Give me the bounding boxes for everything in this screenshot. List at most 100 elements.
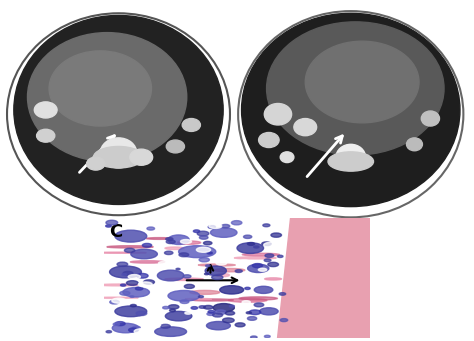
- Ellipse shape: [112, 323, 139, 333]
- Ellipse shape: [208, 225, 216, 228]
- Ellipse shape: [247, 264, 269, 272]
- Ellipse shape: [235, 270, 242, 272]
- Ellipse shape: [210, 228, 237, 237]
- Ellipse shape: [279, 293, 286, 295]
- Ellipse shape: [136, 311, 147, 315]
- Ellipse shape: [106, 225, 111, 227]
- Ellipse shape: [164, 251, 173, 255]
- Ellipse shape: [120, 284, 126, 286]
- Ellipse shape: [165, 247, 184, 250]
- Ellipse shape: [280, 318, 288, 322]
- Ellipse shape: [168, 291, 200, 301]
- Ellipse shape: [221, 224, 230, 228]
- Ellipse shape: [197, 231, 209, 236]
- Ellipse shape: [252, 264, 263, 268]
- Ellipse shape: [155, 327, 187, 336]
- Ellipse shape: [117, 262, 128, 266]
- Ellipse shape: [177, 241, 201, 244]
- Ellipse shape: [110, 300, 119, 304]
- Ellipse shape: [109, 266, 141, 278]
- Ellipse shape: [220, 286, 244, 294]
- Ellipse shape: [212, 313, 223, 317]
- Ellipse shape: [120, 291, 130, 295]
- Ellipse shape: [262, 242, 271, 246]
- Ellipse shape: [225, 311, 235, 315]
- Ellipse shape: [200, 236, 208, 239]
- Ellipse shape: [95, 252, 146, 253]
- Ellipse shape: [106, 220, 118, 225]
- Ellipse shape: [127, 281, 138, 285]
- Ellipse shape: [157, 270, 184, 281]
- Ellipse shape: [155, 324, 161, 326]
- Ellipse shape: [112, 298, 126, 303]
- Ellipse shape: [216, 261, 227, 265]
- Ellipse shape: [136, 287, 143, 290]
- Ellipse shape: [305, 41, 419, 123]
- Ellipse shape: [166, 238, 173, 240]
- Ellipse shape: [198, 264, 235, 266]
- Ellipse shape: [183, 275, 191, 278]
- Ellipse shape: [192, 299, 233, 301]
- Text: A: A: [9, 15, 23, 33]
- Ellipse shape: [264, 278, 282, 280]
- Ellipse shape: [137, 273, 148, 278]
- Ellipse shape: [259, 133, 279, 148]
- Ellipse shape: [251, 336, 257, 339]
- Ellipse shape: [249, 310, 261, 315]
- Ellipse shape: [107, 246, 153, 248]
- Ellipse shape: [264, 104, 292, 125]
- Ellipse shape: [130, 261, 164, 263]
- Ellipse shape: [421, 111, 439, 126]
- Ellipse shape: [199, 306, 205, 308]
- Ellipse shape: [244, 235, 252, 238]
- Ellipse shape: [266, 22, 444, 155]
- Ellipse shape: [239, 297, 277, 300]
- Ellipse shape: [142, 243, 152, 247]
- Ellipse shape: [93, 147, 144, 168]
- Ellipse shape: [247, 316, 257, 320]
- Ellipse shape: [115, 230, 147, 242]
- Ellipse shape: [168, 305, 179, 309]
- Ellipse shape: [208, 310, 215, 313]
- Ellipse shape: [242, 253, 279, 256]
- Ellipse shape: [205, 266, 227, 276]
- Ellipse shape: [213, 303, 234, 312]
- Ellipse shape: [128, 275, 140, 279]
- Ellipse shape: [179, 253, 189, 257]
- Ellipse shape: [144, 280, 155, 284]
- Ellipse shape: [268, 262, 279, 267]
- Ellipse shape: [336, 144, 365, 170]
- Ellipse shape: [191, 307, 198, 309]
- Ellipse shape: [14, 15, 223, 205]
- Ellipse shape: [237, 243, 264, 253]
- Ellipse shape: [203, 241, 212, 245]
- Ellipse shape: [181, 239, 191, 243]
- Ellipse shape: [113, 323, 119, 326]
- Ellipse shape: [131, 249, 157, 259]
- Ellipse shape: [231, 221, 242, 225]
- Ellipse shape: [196, 247, 210, 252]
- Ellipse shape: [245, 287, 250, 290]
- Ellipse shape: [271, 233, 282, 237]
- Ellipse shape: [166, 140, 184, 153]
- Ellipse shape: [264, 259, 271, 262]
- Ellipse shape: [242, 301, 250, 304]
- Ellipse shape: [161, 324, 170, 328]
- Ellipse shape: [193, 230, 200, 233]
- Ellipse shape: [234, 257, 276, 259]
- Ellipse shape: [264, 242, 279, 248]
- Ellipse shape: [130, 296, 134, 297]
- Ellipse shape: [36, 129, 55, 142]
- Ellipse shape: [49, 51, 152, 126]
- Ellipse shape: [165, 311, 192, 321]
- Ellipse shape: [207, 322, 230, 330]
- Ellipse shape: [204, 273, 209, 275]
- Ellipse shape: [185, 298, 211, 300]
- Ellipse shape: [180, 300, 189, 303]
- Ellipse shape: [27, 33, 187, 162]
- Ellipse shape: [239, 260, 250, 264]
- Polygon shape: [277, 218, 370, 338]
- Ellipse shape: [206, 265, 210, 267]
- Ellipse shape: [176, 268, 180, 270]
- Ellipse shape: [132, 326, 140, 329]
